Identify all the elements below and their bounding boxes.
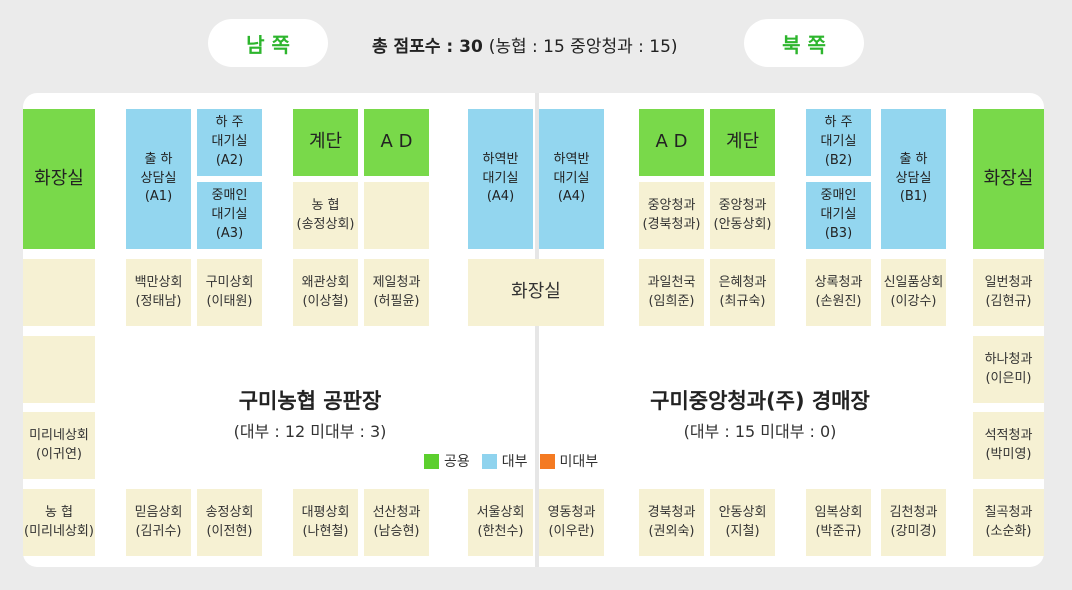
- store-songjeong: 송정상회 (이전현): [197, 489, 262, 556]
- south-side-label: 남 쪽: [208, 19, 328, 67]
- legend-label-leased: 대부: [501, 454, 528, 470]
- waiting-room-b2: 하 주 대기실 (B2): [806, 109, 871, 176]
- store-jeil: 제일청과 (허필윤): [364, 259, 429, 326]
- legend-item-common: 공용: [424, 451, 470, 471]
- total-count: 총 점포수 : 30: [372, 37, 483, 57]
- hall-divider: [535, 93, 539, 567]
- store-seonsan: 선산청과 (남승현): [364, 489, 429, 556]
- store-empty: [364, 182, 429, 249]
- store-andong: 안동상회 (지철): [710, 489, 775, 556]
- consult-room-a1: 출 하 상담실 (A1): [126, 109, 191, 249]
- store-eunhye: 은혜청과 (최규숙): [710, 259, 775, 326]
- store-count-summary: 총 점포수 : 30 (농협 : 15 중앙청과 : 15): [372, 32, 678, 57]
- legend-swatch-leased: [481, 453, 497, 469]
- store-baekman: 백만상회 (정태남): [126, 259, 191, 326]
- store-blank-2: [23, 336, 95, 403]
- legend-swatch-common: [424, 453, 439, 469]
- left-hall-subtitle: (대부 : 12 미대부 : 3): [233, 422, 387, 441]
- stairs-right: 계단: [710, 109, 775, 176]
- stairs-left: 계단: [293, 109, 358, 176]
- store-waegwan: 왜관상회 (이상철): [293, 259, 358, 326]
- toilet-left: 화장실: [23, 109, 95, 249]
- toilet-center: 화장실: [468, 259, 604, 326]
- toilet-right: 화장실: [973, 109, 1044, 249]
- store-daepyeong: 대평상회 (나현철): [293, 489, 358, 556]
- store-sinil: 신일품상회 (이강수): [881, 259, 946, 326]
- ad-left: A D: [364, 109, 429, 176]
- legend-label-common: 공용: [444, 454, 470, 470]
- loading-waiting-room-a4-2: 하역반 대기실 (A4): [539, 109, 604, 249]
- left-hall-title: 구미농협 공판장: [238, 389, 382, 413]
- store-nh-mirine: 농 협 (미리네상회): [23, 489, 95, 556]
- north-side-label: 북 쪽: [744, 19, 864, 67]
- store-jungang-gyeongbuk: 중앙청과 (경북청과): [639, 182, 704, 249]
- right-hall-title: 구미중앙청과(주) 경매장: [650, 389, 870, 413]
- store-blank-1: [23, 259, 95, 326]
- count-breakdown: (농협 : 15 중앙청과 : 15): [488, 37, 678, 57]
- store-ilbeon: 일번청과 (김현규): [973, 259, 1044, 326]
- store-jungang-andong: 중앙청과 (안동상회): [710, 182, 775, 249]
- store-chilgok: 칠곡청과 (소순화): [973, 489, 1044, 556]
- store-imbok: 임복상회 (박준규): [806, 489, 871, 556]
- store-sangrok: 상록청과 (손원진): [806, 259, 871, 326]
- ad-right: A D: [639, 109, 704, 176]
- floor-plan: [23, 93, 1044, 567]
- waiting-room-a3: 중매인 대기실 (A3): [197, 182, 262, 249]
- store-gyeongbuk: 경북청과 (권외숙): [639, 489, 704, 556]
- store-nh-songjeong: 농 협 (송정상회): [293, 182, 358, 249]
- waiting-room-a2: 하 주 대기실 (A2): [197, 109, 262, 176]
- legend-item-leased: 대부: [481, 451, 528, 471]
- waiting-room-b3: 중매인 대기실 (B3): [806, 182, 871, 249]
- store-hana: 하나청과 (이은미): [973, 336, 1044, 403]
- store-gwail: 과일천국 (임희준): [639, 259, 704, 326]
- legend-label-not-leased: 미대부: [559, 454, 599, 470]
- legend: 공용 대부 미대부: [424, 451, 610, 471]
- legend-item-not-leased: 미대부: [539, 451, 599, 471]
- store-mideum: 믿음상회 (김귀수): [126, 489, 191, 556]
- legend-swatch-not-leased: [539, 453, 555, 469]
- right-hall-subtitle: (대부 : 15 미대부 : 0): [683, 422, 837, 441]
- store-seokjeok: 석적청과 (박미영): [973, 412, 1044, 479]
- store-seoul: 서울상회 (한천수): [468, 489, 533, 556]
- store-yeongdong: 영동청과 (이우란): [539, 489, 604, 556]
- store-gumi: 구미상회 (이태원): [197, 259, 262, 326]
- loading-waiting-room-a4-1: 하역반 대기실 (A4): [468, 109, 533, 249]
- store-mirine: 미리네상회 (이귀연): [23, 412, 95, 479]
- consult-room-b1: 출 하 상담실 (B1): [881, 109, 946, 249]
- store-gimcheon: 김천청과 (강미경): [881, 489, 946, 556]
